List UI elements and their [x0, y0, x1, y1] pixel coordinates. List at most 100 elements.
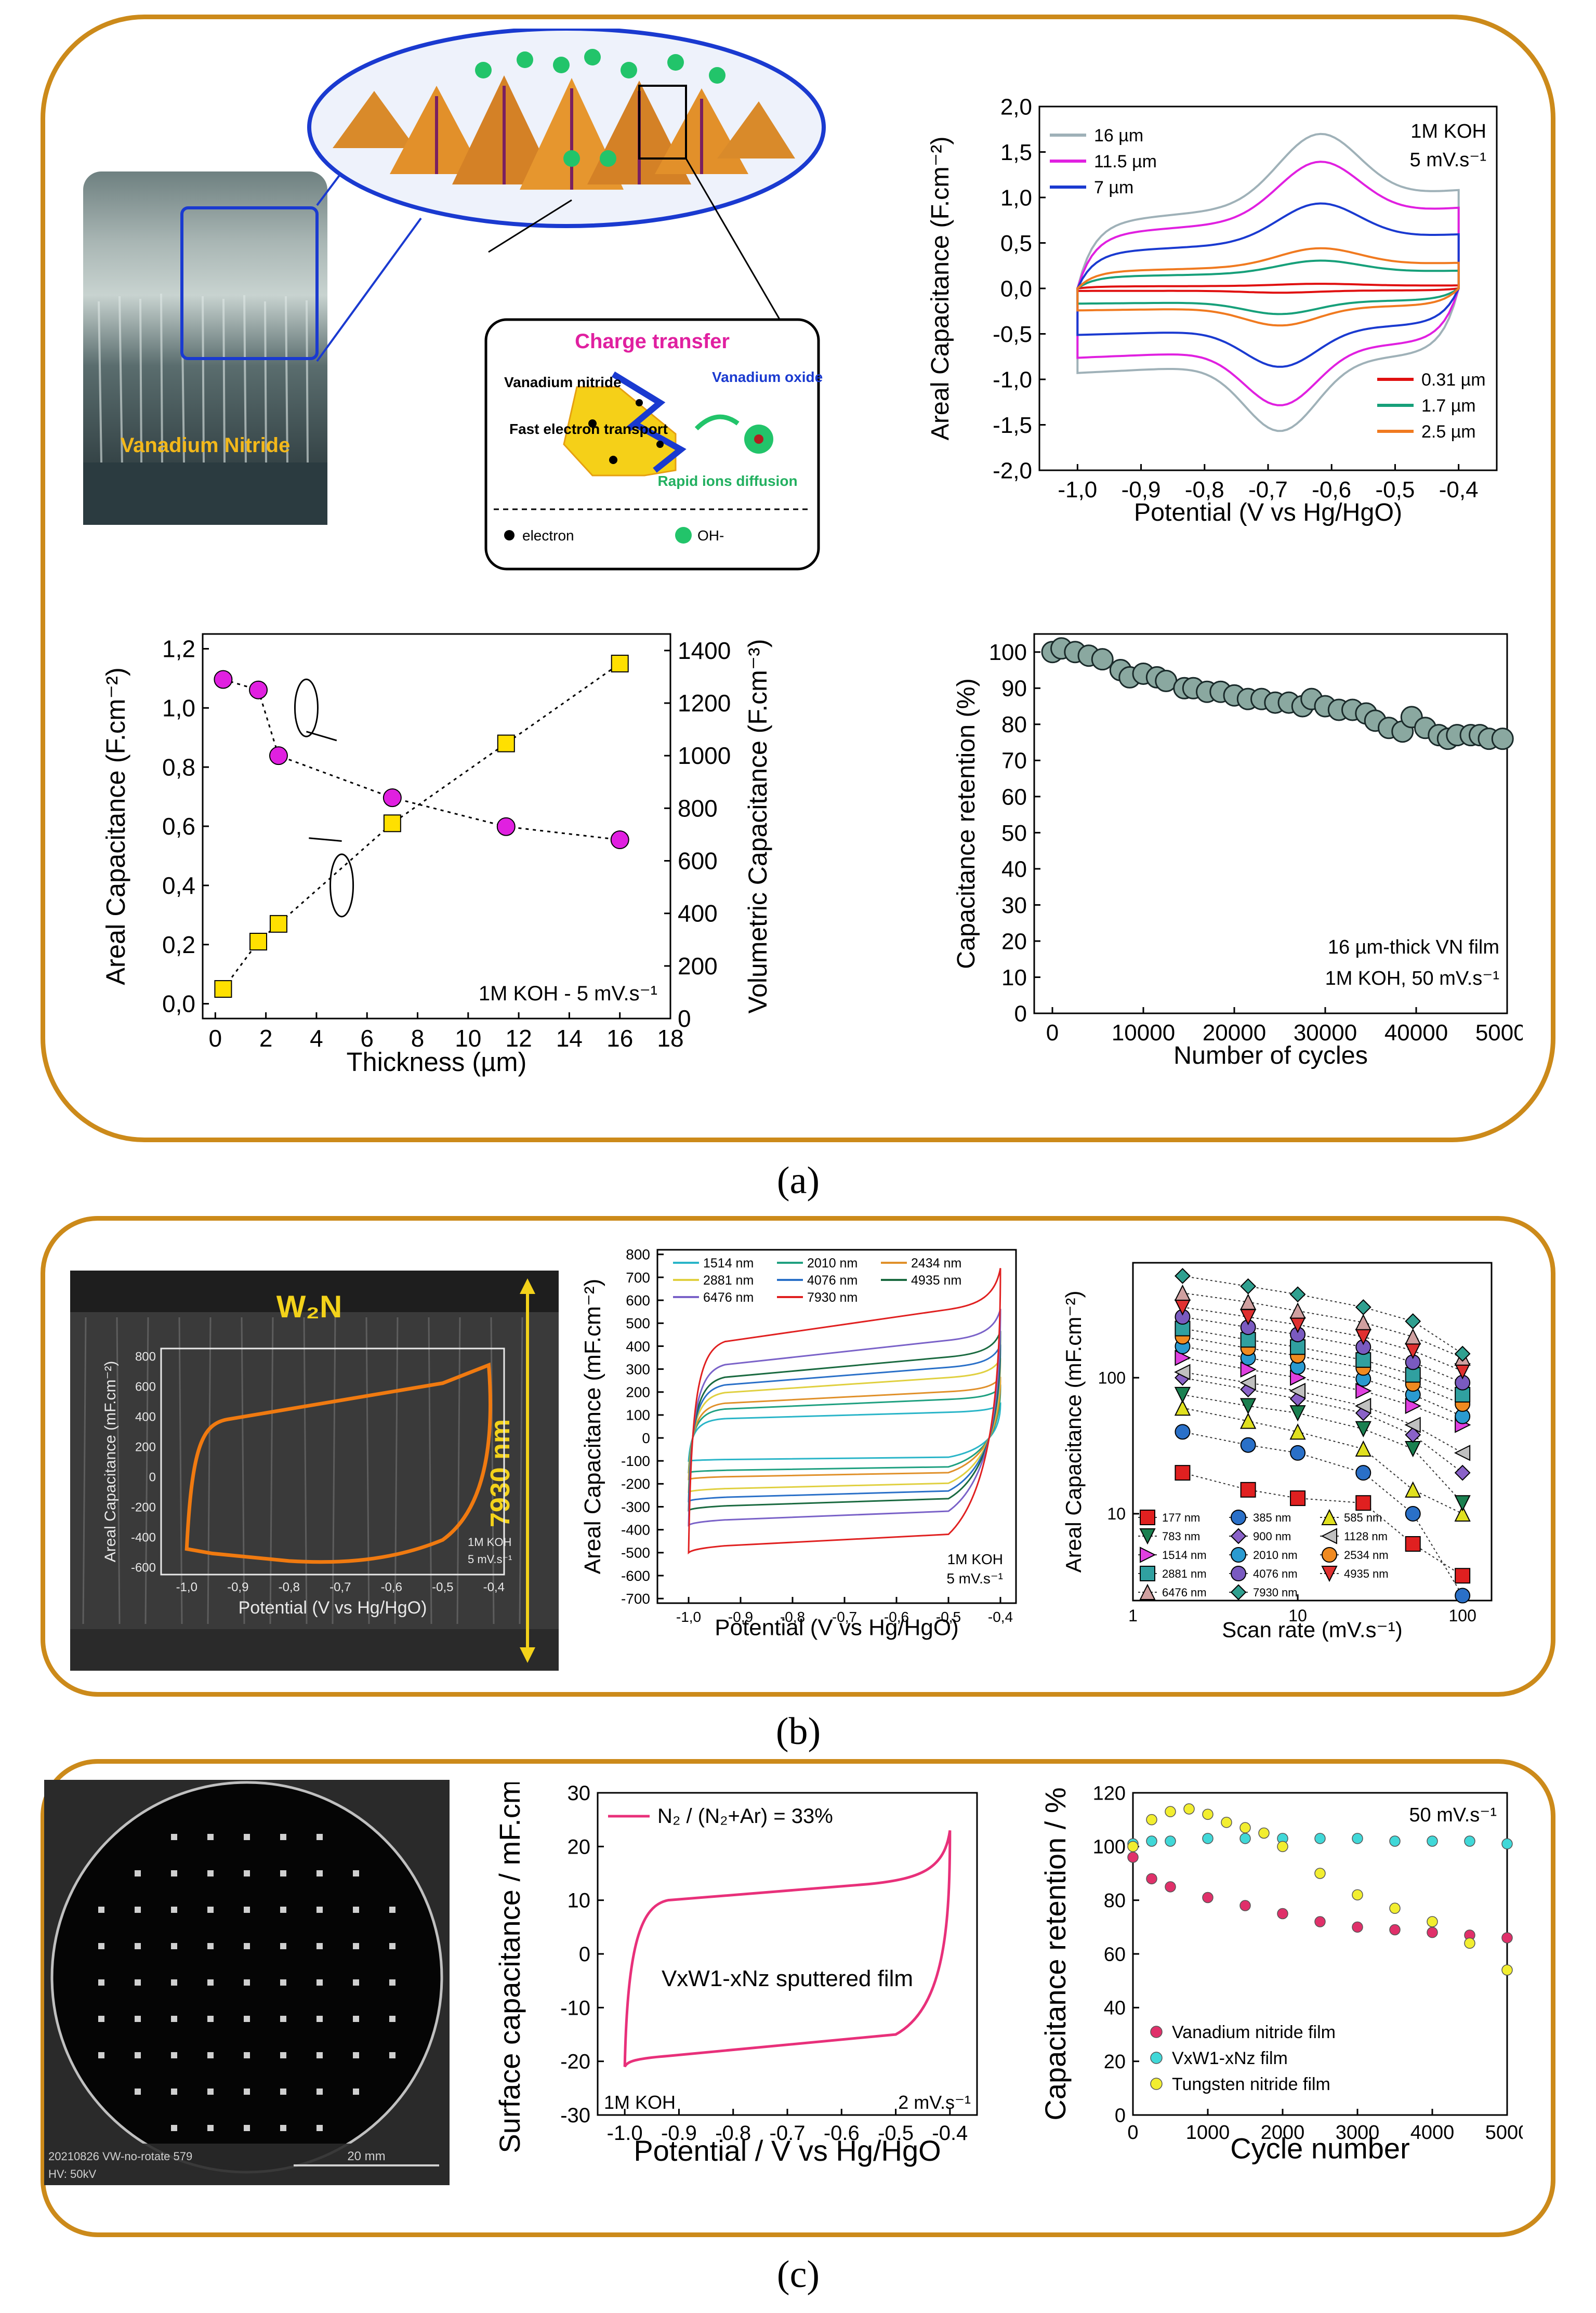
inset-note-rate: 5 mV.s⁻¹ [468, 1553, 512, 1566]
legend-label: VxW1-xNz film [1172, 2048, 1288, 2068]
x-tick-label: -0.6 [824, 2122, 860, 2145]
inset-y-tick: 800 [135, 1350, 156, 1364]
svg-text:Vanadium nitride: Vanadium nitride [504, 374, 622, 390]
x-tick-label: 40000 [1384, 1020, 1448, 1046]
rate-point [1239, 1374, 1256, 1391]
x-tick-label: 16 [606, 1025, 633, 1052]
wafer-pad [316, 2016, 323, 2022]
wafer-pad [98, 1979, 104, 1986]
x-tick-label: -0,7 [1248, 477, 1288, 503]
retention-point [1146, 1873, 1157, 1885]
legend-oh: OH- [697, 527, 724, 544]
wafer-pad [389, 1979, 395, 1986]
inset-frame [160, 1347, 505, 1576]
wafer-pad [135, 1907, 141, 1913]
rate-point [1240, 1293, 1257, 1310]
legend-label: 11.5 µm [1094, 152, 1157, 171]
legend-label: 4076 nm [1253, 1567, 1298, 1580]
rate-point [1455, 1588, 1471, 1604]
retention-point [1202, 1833, 1214, 1844]
wafer-pad [207, 1870, 214, 1876]
y-tick-label: 30 [568, 1782, 591, 1805]
cv-curve-6476nm [688, 1309, 1001, 1527]
retention-point [1389, 1924, 1401, 1936]
inset-x-tick: -1,0 [176, 1580, 197, 1594]
wafer-pad [280, 1943, 286, 1949]
chart-c-cycle: 0 1000 2000 3000 4000 5000 0 20 40 60 80 100 120 Cycl… [1013, 1782, 1529, 2198]
x-tick-label: -0,7 [832, 1609, 857, 1625]
wafer-pad [316, 1834, 323, 1840]
wafer-pad [389, 2016, 395, 2022]
rate-point [1454, 1345, 1471, 1362]
y-tick-label: 2,0 [1000, 94, 1032, 120]
y2-tick-label: 1000 [678, 742, 731, 769]
wafer-pad [207, 2016, 214, 2022]
wafer-pad [244, 2052, 250, 2058]
x-tick-label: 14 [556, 1025, 583, 1052]
rate-point [1240, 1412, 1257, 1429]
x-tick-label: 2000 [1261, 2122, 1305, 2144]
wafer-pad [244, 1943, 250, 1949]
wafer-pad [171, 1834, 177, 1840]
wafer-pad [98, 2052, 104, 2058]
arrow-ellipse-left [329, 853, 354, 918]
rate-point [1454, 1363, 1471, 1380]
legend-label: 585 nm [1344, 1511, 1382, 1524]
y-tick-label: 80 [1001, 712, 1027, 737]
rate-point [1322, 1547, 1337, 1563]
plot-frame [597, 1792, 978, 2116]
x-tick-label: -0,9 [1122, 477, 1161, 503]
y-tick-label: 0,2 [162, 931, 195, 958]
rate-line [1182, 1328, 1463, 1395]
x-tick-label: -0.5 [878, 2122, 914, 2145]
y-tick-label: 1,5 [1000, 140, 1032, 165]
wafer-pad [135, 2089, 141, 2095]
legend-label: 2881 nm [703, 1273, 754, 1288]
inset-x-tick: -0,9 [227, 1580, 248, 1594]
y-tick-label: 200 [626, 1384, 650, 1400]
y-tick-label: 10 [568, 1889, 591, 1912]
wafer-pad [353, 1907, 359, 1913]
rate-line [1182, 1292, 1463, 1358]
x-tick-label: -0,4 [988, 1609, 1013, 1625]
legend-label: 7 µm [1094, 178, 1133, 197]
retention-point [1127, 1852, 1139, 1863]
volumetric-point [610, 830, 629, 850]
wafer-pad [316, 1943, 323, 1949]
legend-label: 2010 nm [1253, 1549, 1298, 1562]
legend-label: 177 nm [1162, 1511, 1200, 1524]
areal-point [214, 980, 232, 998]
cycle-annotation-rate: 50 mV.s⁻¹ [1409, 1804, 1497, 1826]
cv-curve-115µm [1076, 161, 1460, 406]
retention-point [1464, 1835, 1475, 1847]
inset-x-label: Potential (V vs Hg/HgO) [239, 1598, 427, 1618]
rate-point [1289, 1405, 1306, 1422]
legend-label: Tungsten nitride film [1172, 2074, 1330, 2094]
areal-point [249, 933, 268, 950]
chart-b-rate: 1 10 100 10 100 Scan rate (mV.s⁻¹) Areal Capac… [1045, 1239, 1523, 1666]
rate-point [1140, 1566, 1155, 1581]
legend-label: 1514 nm [703, 1256, 754, 1271]
vo-label: Vanadium oxide [712, 369, 823, 385]
wafer-pad [353, 2052, 359, 2058]
legend-marker [1150, 2052, 1163, 2064]
retention-point [1165, 1835, 1176, 1847]
volumetric-point [382, 788, 402, 808]
x-tick-label: 30000 [1294, 1020, 1357, 1046]
legend-label: 1128 nm [1344, 1530, 1388, 1543]
y-tick-label: 100 [626, 1407, 650, 1423]
wafer-pad [135, 2016, 141, 2022]
cv-annotation-rate: 5 mV.s⁻¹ [1410, 149, 1486, 171]
y-tick-label: 60 [1001, 784, 1027, 810]
retention-point [1239, 1822, 1251, 1833]
wafer-footer-2: HV: 50kV [48, 2167, 96, 2180]
wafer-pad [171, 2089, 177, 2095]
y-tick-label: 40 [1001, 856, 1027, 882]
y-tick-label: -700 [621, 1591, 650, 1607]
y-tick-label: 500 [626, 1315, 650, 1331]
y-tick-label: -400 [621, 1522, 650, 1538]
legend-marker [1150, 2078, 1163, 2090]
wafer-pad [280, 2125, 286, 2131]
rate-point [1139, 1528, 1156, 1545]
inset-x-tick: -0,5 [432, 1580, 453, 1594]
